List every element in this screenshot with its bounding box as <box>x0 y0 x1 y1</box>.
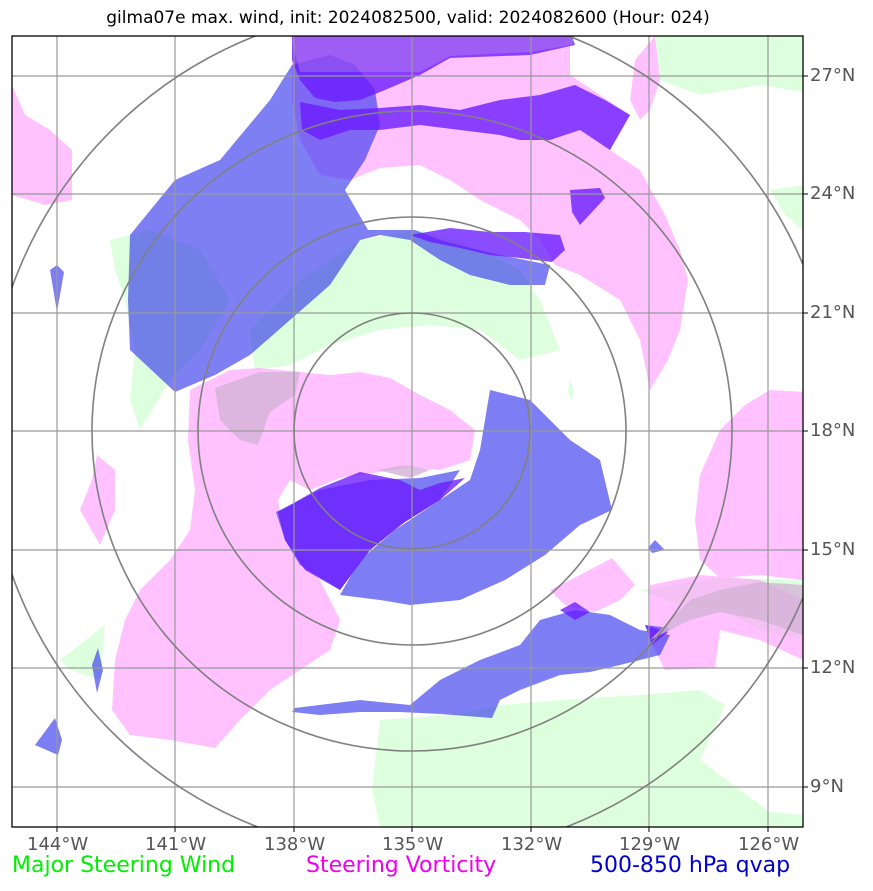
lat-label-15n: 15°N <box>810 539 856 560</box>
steering-vorticity-layer <box>12 36 803 748</box>
lat-label-24n: 24°N <box>810 183 856 204</box>
range-rings <box>12 36 803 827</box>
lon-label-132w: 132°W <box>501 834 563 855</box>
map-title: gilma07e max. wind, init: 2024082500, va… <box>106 8 710 28</box>
overlap-layer <box>215 36 803 640</box>
qvap-strong-layer <box>278 36 668 645</box>
lat-label-27n: 27°N <box>810 65 856 86</box>
lon-label-138w: 138°W <box>264 834 326 855</box>
lat-lon-grid <box>12 36 803 827</box>
lon-label-144w: 144°W <box>27 834 89 855</box>
lon-label-129w: 129°W <box>619 834 681 855</box>
legend-steering-wind: Major Steering Wind <box>12 853 236 878</box>
lon-label-135w: 135°W <box>382 834 444 855</box>
lon-label-141w: 141°W <box>145 834 207 855</box>
lat-label-12n: 12°N <box>810 657 856 678</box>
lat-label-9n: 9°N <box>810 776 844 797</box>
tick-marks <box>56 75 808 832</box>
lat-label-18n: 18°N <box>810 420 856 441</box>
lon-label-126w: 126°W <box>738 834 800 855</box>
lat-label-21n: 21°N <box>810 302 856 323</box>
legend-steering-vorticity: Steering Vorticity <box>306 853 497 878</box>
legend-qvap: 500-850 hPa qvap <box>590 853 791 878</box>
